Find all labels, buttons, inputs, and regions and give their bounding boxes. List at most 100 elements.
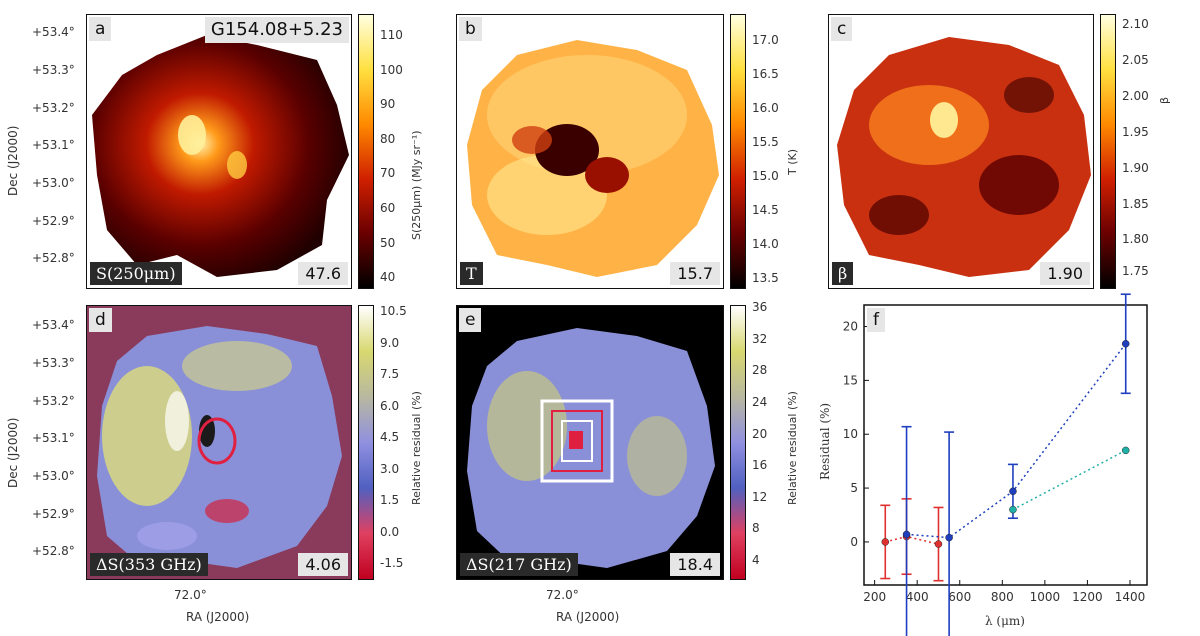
cbar-d-tick: 0.0	[380, 525, 400, 539]
cbar-c-tick: 1.90	[1122, 161, 1149, 175]
cbar-d-tick: 4.5	[380, 430, 400, 444]
dec-tick: +53.4°	[32, 25, 75, 39]
cbar-e-tick: 32	[752, 332, 768, 346]
dec-tick: +52.9°	[32, 507, 75, 521]
dec-tick: +52.8°	[32, 251, 75, 265]
data-point	[945, 533, 953, 542]
dec-tick: +53.1°	[32, 138, 75, 152]
dec-tick: +53.3°	[32, 356, 75, 370]
panel-a-quantity: S(250μm)	[90, 262, 182, 285]
residual-map-e	[467, 328, 715, 568]
x-tick-label: 800	[991, 590, 1014, 604]
cbar-e-tick: 24	[752, 395, 768, 409]
x-tick-label: 600	[948, 590, 971, 604]
cbar-e-tick: 36	[752, 300, 768, 314]
colorbar-c	[1100, 14, 1116, 289]
cbar-d-tick: 6.0	[380, 399, 400, 413]
cbar-a-tick: 110	[380, 28, 403, 42]
data-point	[1009, 505, 1017, 514]
map-panel-a: a G154.08+5.23 S(250μm) 47.6	[86, 14, 352, 289]
cbar-a-tick: 80	[380, 132, 396, 146]
series-line	[1012, 449, 1127, 511]
cbar-e-tick: 8	[752, 521, 760, 535]
colorbar-b-label: T (K)	[786, 148, 799, 175]
cbar-b-tick: 16.0	[752, 101, 779, 115]
map-panel-d: d ΔS(353 GHz) 4.06	[86, 305, 352, 580]
cbar-e-tick: 28	[752, 363, 768, 377]
cbar-b-tick: 13.5	[752, 271, 779, 285]
data-point	[881, 538, 890, 546]
panel-c-value: 1.90	[1040, 262, 1090, 285]
ra-tick-e: 72.0°	[546, 588, 579, 602]
source-name: G154.08+5.23	[204, 17, 349, 43]
dec-tick: +53.0°	[32, 176, 75, 190]
cbar-a-tick: 90	[380, 97, 396, 111]
panel-e-letter: e	[459, 308, 482, 332]
dec-tick: +53.3°	[32, 63, 75, 77]
panel-d-letter: d	[89, 308, 112, 332]
dec-tick: +53.2°	[32, 394, 75, 408]
colorbar-e	[730, 305, 746, 580]
chart-ylabel: Residual (%)	[818, 402, 832, 480]
colorbar-d	[358, 305, 374, 580]
cbar-d-tick: 1.5	[380, 493, 400, 507]
data-point	[1009, 487, 1017, 496]
cbar-c-tick: 2.05	[1122, 53, 1149, 67]
panel-e-quantity: ΔS(217 GHz)	[460, 553, 578, 576]
cbar-b-tick: 17.0	[752, 33, 779, 47]
x-tick-label: 1200	[1072, 590, 1103, 604]
cbar-e-tick: 20	[752, 427, 768, 441]
cbar-d-tick: 9.0	[380, 336, 400, 350]
colorbar-e-label: Relative residual (%)	[786, 391, 799, 505]
cbar-d-tick: 7.5	[380, 367, 400, 381]
chart-xlabel: λ (μm)	[985, 614, 1025, 628]
map-panel-b: b T 15.7	[456, 14, 724, 289]
cbar-d-tick: 3.0	[380, 462, 400, 476]
cbar-b-tick: 15.5	[752, 135, 779, 149]
cbar-a-tick: 40	[380, 270, 396, 284]
panel-f-letter: f	[867, 308, 885, 332]
cbar-a-tick: 100	[380, 63, 403, 77]
colorbar-a	[358, 14, 374, 289]
residual-map-d	[97, 326, 342, 568]
cbar-b-tick: 14.0	[752, 237, 779, 251]
panel-a-value: 47.6	[298, 262, 348, 285]
cbar-b-tick: 15.0	[752, 169, 779, 183]
dec-tick: +52.9°	[32, 214, 75, 228]
ra-tick-d: 72.0°	[174, 588, 207, 602]
data-point	[902, 530, 911, 539]
panel-a-letter: a	[89, 17, 112, 41]
intensity-map-a	[92, 35, 349, 277]
cbar-c-tick: 2.10	[1122, 17, 1149, 31]
cbar-b-tick: 14.5	[752, 203, 779, 217]
cbar-c-tick: 1.95	[1122, 125, 1149, 139]
y-tick-label: 5	[850, 481, 858, 495]
panel-d-quantity: ΔS(353 GHz)	[90, 553, 208, 576]
residual-chart-panel: 200 400 600 800 1000 1200 1400 0 5 10 15 20 f	[843, 293, 1148, 636]
beta-map-c	[837, 37, 1091, 277]
x-tick-label: 400	[906, 590, 929, 604]
cbar-a-tick: 70	[380, 166, 396, 180]
dec-tick: +53.1°	[32, 431, 75, 445]
panel-b-quantity: T	[460, 262, 483, 285]
x-tick-label: 1000	[1030, 590, 1061, 604]
colorbar-b	[730, 14, 746, 289]
panel-c-quantity: β	[832, 262, 854, 285]
panel-c-letter: c	[831, 17, 853, 41]
cbar-c-tick: 1.85	[1122, 197, 1149, 211]
ra-label-d: RA (J2000)	[186, 610, 250, 624]
data-point	[1121, 446, 1130, 455]
map-panel-e: e ΔS(217 GHz) 18.4	[456, 305, 724, 580]
y-tick-label: 20	[843, 320, 858, 334]
colorbar-a-label: S(250μm) (MJy sr⁻¹)	[410, 130, 423, 240]
cbar-a-tick: 50	[380, 236, 396, 250]
y-tick-label: 15	[843, 373, 858, 387]
data-point	[1121, 340, 1130, 348]
panel-b-letter: b	[459, 17, 482, 41]
cbar-c-tick: 2.00	[1122, 89, 1149, 103]
cbar-c-tick: 1.80	[1122, 232, 1149, 246]
dec-label-row2: Dec (J2000)	[6, 417, 20, 488]
panel-d-value: 4.06	[298, 553, 348, 576]
temperature-map-b	[467, 40, 719, 277]
cbar-d-tick: -1.5	[380, 556, 404, 570]
